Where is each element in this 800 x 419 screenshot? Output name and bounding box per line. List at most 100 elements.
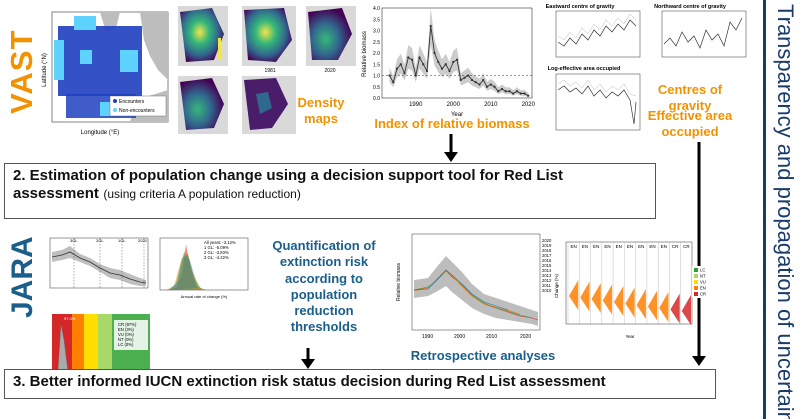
status-density-shape	[670, 293, 680, 324]
biomass-ytick-4: 4.0	[373, 6, 380, 12]
map-legend-nonencounters: Non-encounters	[119, 108, 155, 114]
biomass-ytick-3: 3.0	[373, 29, 380, 35]
biomass-ylabel: Relative biomass	[362, 31, 368, 77]
status-density-shape	[647, 290, 658, 321]
arrow-jara-to-step3	[301, 348, 315, 369]
log-area-title: Log-effective area occupied	[548, 66, 621, 72]
risk-legend-cr: CR (97%)	[118, 322, 137, 327]
risk-legend-nt: NT (0%)	[118, 337, 134, 342]
status-legend-nt: NT	[700, 274, 706, 279]
retro-year-2010: 2010	[542, 288, 552, 293]
biomass-ytick-1: 1.0	[373, 74, 380, 80]
biomass-point-1986	[399, 63, 402, 66]
biomass-point-1992	[422, 63, 425, 66]
risk-legend-vu: VU (0%)	[118, 332, 134, 337]
biomass-point-2012	[497, 90, 500, 93]
status-panel-label: EN	[616, 244, 622, 249]
status-panel-label: EN	[661, 244, 667, 249]
biomass-ytick-1.5: 1.5	[373, 62, 380, 68]
status-legend-swatch-nt	[694, 274, 698, 278]
risk-band-vu	[84, 314, 98, 374]
biomass-point-1987	[403, 72, 406, 75]
status-density-shape	[602, 284, 613, 315]
biomass-point-2011	[493, 85, 496, 88]
density-year-1981: 1981	[264, 68, 275, 74]
status-legend-lc: LC	[700, 268, 705, 273]
status-legend-en: EN	[700, 286, 706, 291]
biomass-point-1995	[433, 51, 436, 55]
biomass-point-2001	[455, 58, 459, 61]
hist-xlabel: Annual rate of change (%)	[181, 294, 228, 299]
biomass-ytick-0: 0.0	[373, 96, 380, 102]
retro-year-2020: 2020	[542, 238, 552, 243]
status-panel-label: EN	[571, 244, 577, 249]
hist-legend-1gl: 1 GL: -5.09%	[204, 245, 229, 250]
hist-legend-all: All years: -3.12%	[204, 240, 236, 245]
quantification-label: Quantification of extinction risk accord…	[272, 238, 376, 335]
gl-label-2gl: 2GL	[96, 238, 104, 243]
step3-title: 3. Better informed IUCN extinction risk …	[13, 373, 606, 390]
survey-map: Encounters Non-encounters Longitude (°E)…	[40, 10, 170, 138]
risk-legend-en: EN (3%)	[118, 327, 134, 332]
biomass-xtick-2000: 2000	[447, 102, 461, 108]
jara-histogram-chart: All years: -3.12% 1 GL: -5.09% 2 GL: -3.…	[152, 234, 252, 302]
density-maps: 1981 2020	[172, 4, 357, 138]
biomass-point-1996	[437, 60, 440, 64]
map-ylabel: Latitude (°N)	[42, 53, 48, 87]
map-legend-encounters: Encounters	[119, 99, 145, 105]
effective-area-label: Effective area occupied	[647, 108, 733, 140]
biomass-point-2018	[519, 92, 522, 95]
biomass-point-2006	[474, 81, 477, 84]
status-panel-label: EN	[604, 244, 610, 249]
biomass-point-1984	[392, 81, 395, 84]
step3-box: 3. Better informed IUCN extinction risk …	[4, 369, 716, 399]
retro-tick-1990: 1990	[422, 334, 433, 340]
biomass-point-2013	[500, 87, 504, 91]
density-map-3	[306, 6, 356, 66]
status-legend-swatch-en	[694, 286, 698, 290]
biomass-ytick-2.5: 2.5	[373, 40, 380, 46]
retro-year-2018: 2018	[542, 248, 552, 253]
status-density-shape	[636, 289, 646, 319]
density-year-2020: 2020	[324, 68, 335, 74]
biomass-point-2010	[489, 83, 492, 86]
step2-box: 2. Estimation of population change using…	[4, 163, 656, 219]
risk-legend-lc: LC (0%)	[118, 342, 134, 347]
biomass-xlabel: Year	[451, 112, 463, 118]
jara-label: JARA	[6, 236, 39, 318]
density-map-5	[242, 76, 296, 134]
status-density-shape	[614, 286, 624, 316]
status-xlabel: Year	[625, 334, 635, 339]
biomass-xtick-1990: 1990	[409, 102, 423, 108]
biomass-point-2004	[467, 74, 470, 77]
biomass-point-2015	[508, 90, 511, 93]
biomass-point-2005	[470, 78, 474, 82]
centres-gravity-charts: Eastward centre of gravity Northward cen…	[540, 2, 750, 150]
gl-label-1gl: 1GL	[118, 238, 126, 243]
status-panel-label: CR	[672, 244, 679, 249]
density-map-1	[178, 6, 228, 66]
biomass-point-2020	[527, 94, 530, 97]
status-legend-swatch-vu	[694, 280, 698, 284]
biomass-point-1985	[395, 67, 399, 70]
status-legend-swatch-cr	[694, 292, 698, 296]
side-title-bar: Transparency and propagation of uncertai…	[763, 0, 800, 419]
status-panel-label: EN	[593, 244, 599, 249]
biomass-point-1999	[448, 69, 451, 73]
biomass-point-2008	[482, 78, 485, 82]
retro-tick-2010: 2010	[486, 334, 497, 340]
biomass-xtick-2020: 2020	[522, 102, 536, 108]
status-panel-label: EN	[649, 244, 655, 249]
centres-gravity-label: Centres of gravity	[657, 82, 723, 114]
status-legend-swatch-lc	[694, 268, 698, 272]
biomass-point-1983	[388, 74, 391, 77]
retro-year-2011: 2011	[542, 283, 552, 288]
status-legend-cr: CR	[700, 292, 706, 297]
retro-year-2013: 2013	[542, 273, 552, 278]
biomass-ytick-0.5: 0.5	[373, 85, 380, 91]
biomass-point-2016	[512, 92, 515, 95]
retrospective-label: Retrospective analyses	[410, 348, 556, 363]
biomass-ytick-3.5: 3.5	[373, 17, 380, 23]
biomass-point-1991	[418, 56, 421, 59]
biomass-point-1993	[425, 69, 429, 73]
